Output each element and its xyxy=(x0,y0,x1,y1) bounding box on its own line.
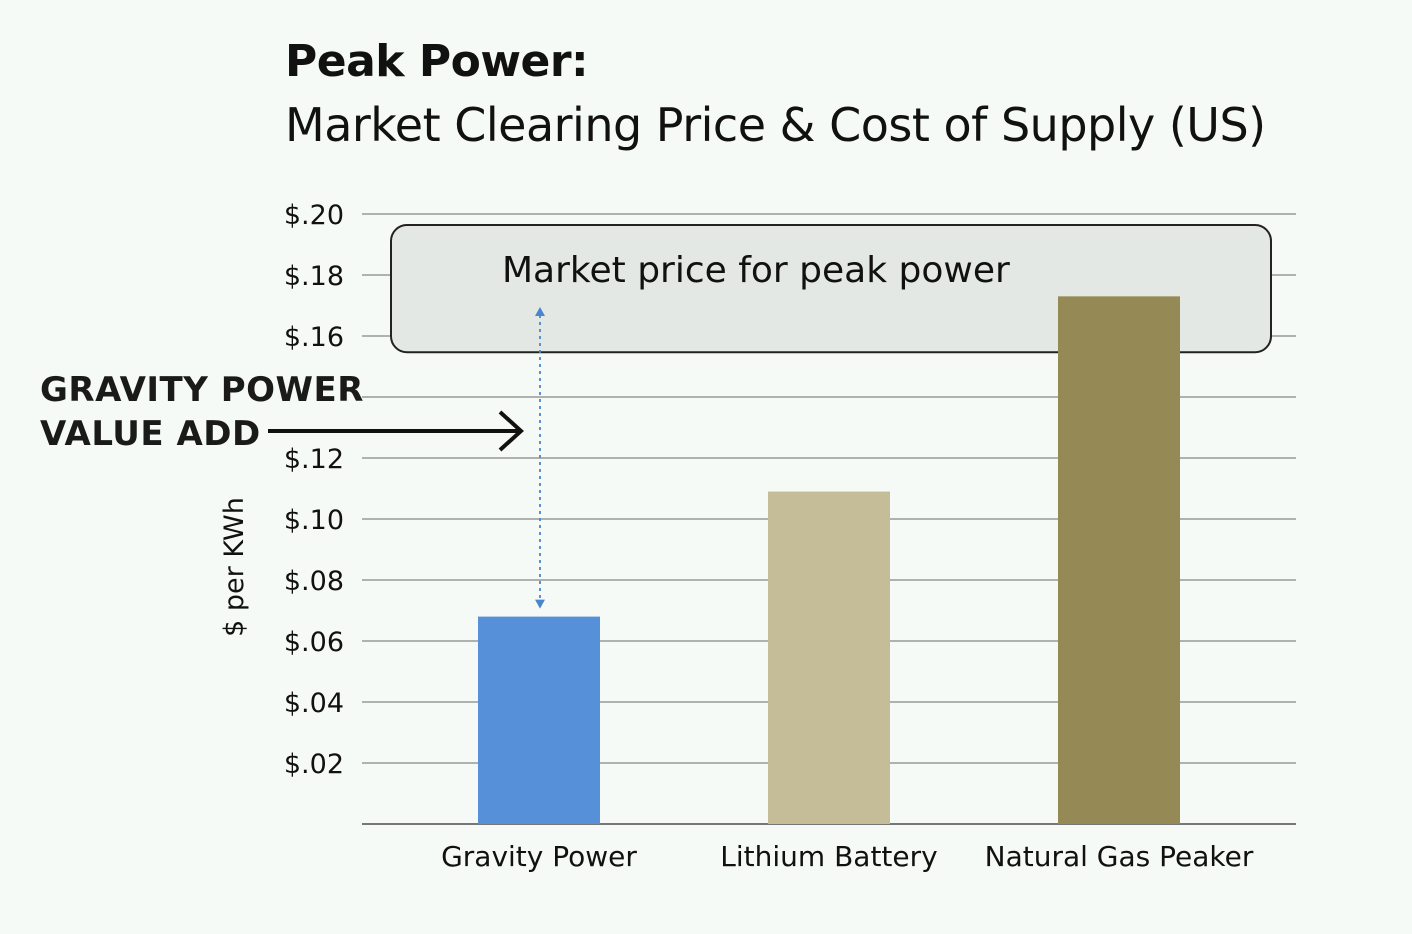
x-tick-label: Lithium Battery xyxy=(720,840,937,873)
annotation-line-2: VALUE ADD xyxy=(40,414,261,454)
y-tick-label: $.08 xyxy=(284,566,344,597)
y-axis-label: $ per KWh xyxy=(219,497,250,637)
y-tick-label: $.20 xyxy=(284,200,344,231)
y-tick-label: $.02 xyxy=(284,749,344,780)
y-tick-label: $.12 xyxy=(284,444,344,475)
annotation-line-1: GRAVITY POWER xyxy=(40,370,364,410)
x-tick-label: Gravity Power xyxy=(441,840,637,873)
arrow-head-up xyxy=(535,307,545,316)
arrow-head-down xyxy=(535,599,545,609)
chart-title: Peak Power: xyxy=(285,36,589,87)
bar-2 xyxy=(768,491,890,824)
y-tick-label: $.18 xyxy=(284,261,344,292)
y-tick-label: $.06 xyxy=(284,627,344,658)
chart-subtitle: Market Clearing Price & Cost of Supply (… xyxy=(285,98,1266,152)
y-tick-label: $.16 xyxy=(284,322,344,353)
market-price-band xyxy=(390,224,1272,354)
x-tick-label: Natural Gas Peaker xyxy=(985,840,1254,873)
market-price-label: Market price for peak power xyxy=(502,250,1010,291)
bar-1 xyxy=(478,616,600,824)
y-tick-label: $.04 xyxy=(284,688,344,719)
value-add-annotation: GRAVITY POWER VALUE ADD xyxy=(40,368,364,456)
y-tick-label: $.10 xyxy=(284,505,344,536)
pointer-arrow-head xyxy=(498,410,524,452)
bar-3 xyxy=(1058,296,1180,825)
